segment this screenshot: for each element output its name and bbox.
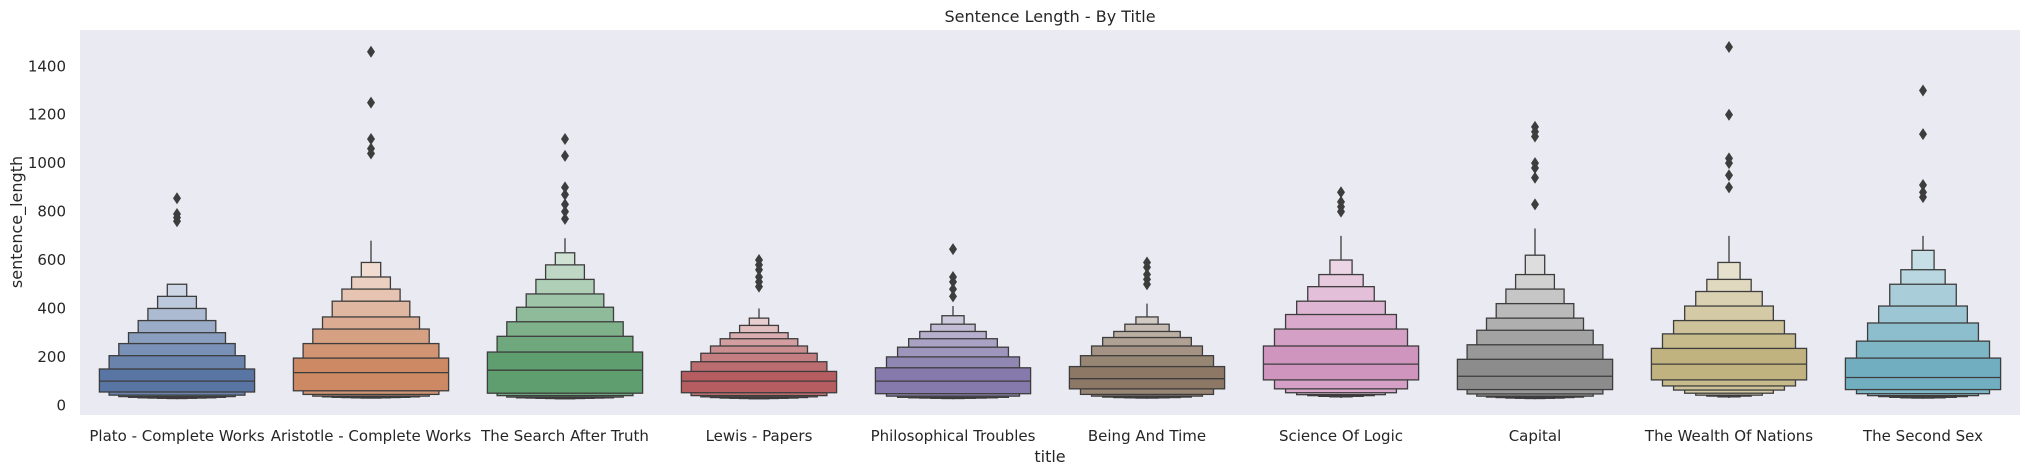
outlier-point <box>561 132 569 145</box>
box-level-1 <box>486 351 644 394</box>
y-tick-label-400: 400 <box>37 299 66 317</box>
outlier-point <box>755 270 763 283</box>
x-tick-label-6: Being And Time <box>1088 427 1206 445</box>
boxen-group-10 <box>1844 84 2002 399</box>
y-tick-label-600: 600 <box>37 251 66 269</box>
outlier-point <box>1725 169 1733 182</box>
x-tick-label-7: Science Of Logic <box>1279 427 1403 445</box>
outlier-point <box>1531 198 1539 211</box>
boxen-group-5 <box>874 243 1032 400</box>
x-axis-label: title <box>1034 447 1065 466</box>
box-level-1 <box>1844 357 2002 391</box>
outlier-point <box>949 283 957 296</box>
outlier-point <box>367 132 375 145</box>
y-tick-label-1000: 1000 <box>28 154 66 172</box>
boxen-group-7 <box>1262 186 1420 399</box>
outlier-point <box>1919 178 1927 191</box>
outlier-point <box>1919 128 1927 141</box>
outlier-point <box>367 96 375 109</box>
box-level-1 <box>1456 358 1614 391</box>
y-tick-label-200: 200 <box>37 348 66 366</box>
outlier-point <box>367 45 375 58</box>
x-tick-label-5: Philosophical Troubles <box>871 427 1036 445</box>
outlier-point <box>367 142 375 155</box>
x-axis-ticks: Plato - Complete Works Aristotle - Comple… <box>89 427 1983 445</box>
outlier-point <box>173 192 181 205</box>
x-tick-label-2: Aristotle - Complete Works <box>271 427 472 445</box>
outlier-point <box>1531 171 1539 184</box>
outlier-point <box>561 212 569 225</box>
outlier-point <box>1725 152 1733 165</box>
box-level-1 <box>680 370 838 394</box>
outlier-point <box>1725 181 1733 194</box>
outlier-point <box>561 205 569 218</box>
outlier-point <box>1337 195 1345 208</box>
outlier-point <box>949 270 957 283</box>
outlier-point <box>949 243 957 256</box>
outlier-point <box>949 290 957 303</box>
boxen-group-9 <box>1650 40 1808 399</box>
outlier-point <box>1919 186 1927 199</box>
outlier-point <box>1531 157 1539 170</box>
y-tick-label-1200: 1200 <box>28 106 66 124</box>
y-axis-ticks: 0 200 400 600 800 1000 1200 1400 <box>28 57 66 414</box>
outlier-point <box>755 254 763 267</box>
boxen-group-6 <box>1068 256 1226 399</box>
x-tick-label-3: The Search After Truth <box>480 427 649 445</box>
chart-title: Sentence Length - By Title <box>944 7 1155 26</box>
boxen-group-3 <box>486 132 644 400</box>
box-level-1 <box>1068 365 1226 390</box>
y-axis-label: sentence_length <box>7 156 27 288</box>
outlier-point <box>1143 256 1151 269</box>
boxen-marks <box>98 40 2002 400</box>
outlier-point <box>561 198 569 211</box>
outlier-point <box>561 149 569 162</box>
outlier-point <box>173 208 181 221</box>
outlier-point <box>1531 120 1539 133</box>
outlier-point <box>1337 186 1345 199</box>
box-level-1 <box>1262 345 1420 381</box>
boxen-group-1 <box>98 192 256 400</box>
boxen-group-4 <box>680 254 838 400</box>
x-tick-label-4: Lewis - Papers <box>706 427 813 445</box>
outlier-point <box>561 181 569 194</box>
boxen-group-2 <box>292 45 450 399</box>
y-tick-label-1400: 1400 <box>28 57 66 75</box>
x-tick-label-9: The Wealth Of Nations <box>1644 427 1813 445</box>
y-tick-label-0: 0 <box>56 396 66 414</box>
box-level-1 <box>292 357 450 392</box>
outlier-point <box>561 188 569 201</box>
boxen-group-8 <box>1456 120 1614 400</box>
outlier-point <box>1919 84 1927 97</box>
x-tick-label-8: Capital <box>1509 427 1562 445</box>
outlier-point <box>1143 268 1151 281</box>
x-tick-label-10: The Second Sex <box>1862 427 1983 445</box>
outlier-point <box>1725 108 1733 121</box>
y-tick-label-800: 800 <box>37 203 66 221</box>
x-tick-label-1: Plato - Complete Works <box>89 427 264 445</box>
outlier-point <box>1725 40 1733 53</box>
